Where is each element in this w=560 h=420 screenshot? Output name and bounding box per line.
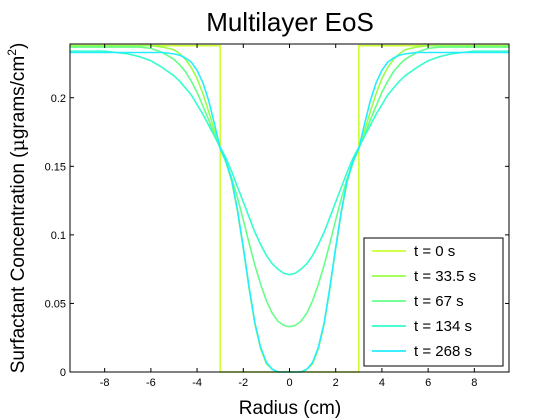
x-tick-label: 2 [333,377,339,389]
legend-label-2: t = 67 s [414,293,464,310]
y-tick-label: 0.2 [51,93,66,105]
legend-label-0: t = 0 s [414,243,455,260]
legend: t = 0 s t = 33.5 s t = 67 s t = 134 s t = 26… [363,237,504,367]
y-axis-label-prefix: Surfactant Concentration ( [8,151,29,373]
series-line-2 [70,46,509,328]
y-axis-label: Surfactant Concentration (μgrams/cm2) [5,43,29,374]
chart-title: Multilayer EoS [206,7,374,37]
legend-label-4: t = 268 s [414,343,472,360]
y-axis-label-mid: grams/cm [8,56,29,139]
y-axis-label-mu: μ [7,139,29,151]
x-tick-label: 6 [425,377,431,389]
legend-label-1: t = 33.5 s [414,268,476,285]
x-tick-label: 0 [286,377,292,389]
legend-label-3: t = 134 s [414,318,472,335]
series-line-3 [70,50,509,276]
y-axis-label-suffix: ) [8,43,29,49]
y-tick-label: 0.1 [51,230,66,242]
y-tick-label: 0.15 [45,161,66,173]
x-tick-label: 4 [379,377,385,389]
x-tick-label: -6 [146,377,156,389]
x-axis-label: Radius (cm) [239,398,341,419]
x-axis-ticks: -8 -6 -4 -2 0 2 4 6 8 [100,44,477,389]
x-tick-label: -2 [238,377,248,389]
x-tick-label: -4 [192,377,202,389]
y-axis-label-sup: 2 [5,49,19,56]
x-tick-label: -8 [100,377,110,389]
y-axis-ticks: 0 0.05 0.1 0.15 0.2 [45,93,509,379]
legend-box [363,237,504,367]
y-tick-label: 0 [60,367,66,379]
x-tick-label: 8 [471,377,477,389]
y-tick-label: 0.05 [45,298,66,310]
